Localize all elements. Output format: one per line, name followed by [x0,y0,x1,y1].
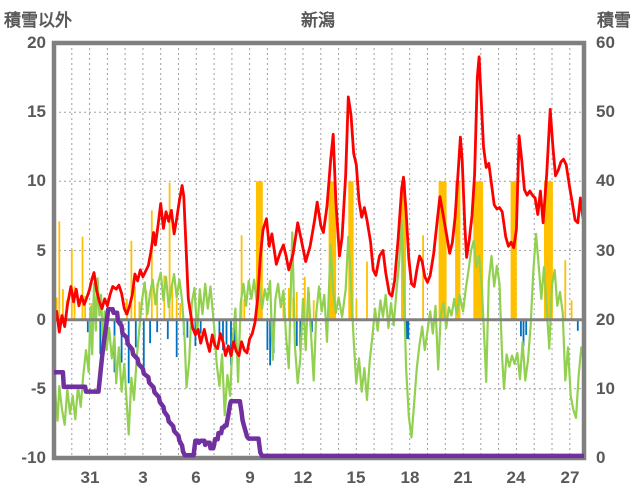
left-axis-tick: -10 [21,448,46,467]
right-axis-title: 積雪 [597,11,631,30]
left-axis-tick: 10 [27,171,46,190]
left-axis-tick: -5 [30,379,46,398]
right-axis-tick: 0 [596,448,606,467]
right-axis-tick: 10 [596,379,615,398]
x-axis-tick: 12 [293,468,313,487]
left-axis-tick: 0 [36,310,46,329]
x-axis-tick: 6 [191,468,201,487]
x-axis-tick: 15 [346,468,366,487]
temperature-red [52,55,585,358]
left-axis-tick: 15 [27,102,46,121]
left-axis-tick: 20 [27,33,46,52]
chart-title: 新潟 [301,11,335,30]
right-axis-tick: 20 [596,310,615,329]
snow-depth-purple [54,307,584,459]
left-axis-tick: 5 [36,241,46,260]
right-axis-tick: 50 [596,102,615,121]
x-axis-tick: 21 [453,468,473,487]
x-axis-tick: 9 [245,468,255,487]
right-axis-tick: 60 [596,33,615,52]
x-axis-tick: 3 [138,468,148,487]
left-axis-title: 積雪以外 [4,11,72,30]
right-axis-tick: 40 [596,171,615,190]
x-axis-tick: 27 [560,468,580,487]
green-line [52,219,586,439]
right-axis-tick: 30 [596,241,615,260]
x-axis-tick: 24 [506,468,526,487]
x-axis-tick: 31 [80,468,100,487]
x-axis-tick: 18 [400,468,420,487]
